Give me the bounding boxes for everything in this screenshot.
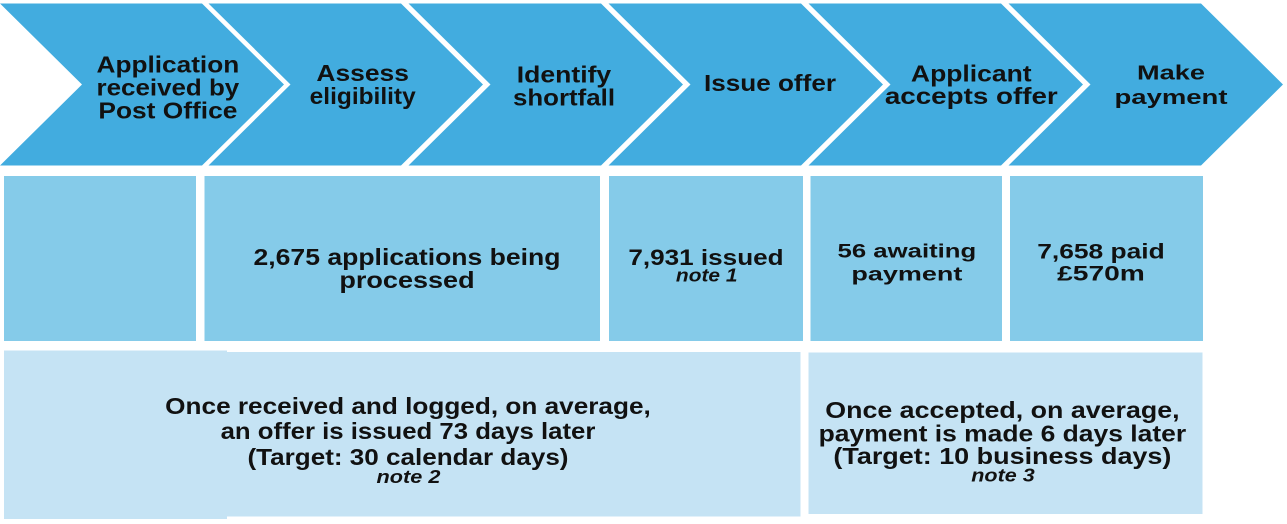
svg-text:note 1: note 1 — [676, 265, 738, 286]
svg-text:Identify: Identify — [517, 62, 612, 88]
svg-text:Once accepted, on average,: Once accepted, on average, — [825, 397, 1179, 423]
svg-text:Applicant: Applicant — [911, 61, 1032, 87]
svg-text:(Target: 10 business days): (Target: 10 business days) — [833, 443, 1171, 469]
svg-text:7,658 paid: 7,658 paid — [1037, 239, 1165, 263]
svg-text:Once received and logged, on a: Once received and logged, on average, — [165, 393, 651, 419]
svg-text:eligibility: eligibility — [310, 83, 416, 109]
svg-text:Assess: Assess — [316, 60, 409, 86]
svg-text:payment is made 6 days later: payment is made 6 days later — [819, 421, 1187, 447]
svg-text:Post Office: Post Office — [98, 98, 237, 124]
svg-text:payment: payment — [851, 264, 963, 286]
svg-text:processed: processed — [339, 267, 474, 293]
svg-text:7,931 issued: 7,931 issued — [628, 245, 783, 270]
svg-text:shortfall: shortfall — [513, 85, 615, 111]
svg-text:note 2: note 2 — [377, 466, 442, 487]
svg-text:56 awaiting: 56 awaiting — [838, 241, 977, 263]
svg-text:Issue offer: Issue offer — [704, 70, 836, 96]
svg-text:accepts offer: accepts offer — [885, 83, 1058, 109]
svg-text:Make: Make — [1137, 62, 1205, 84]
svg-text:payment: payment — [1115, 87, 1228, 109]
svg-text:(Target: 30 calendar days): (Target: 30 calendar days) — [248, 444, 569, 470]
svg-text:note 3: note 3 — [971, 465, 1035, 486]
svg-text:£570m: £570m — [1057, 262, 1145, 286]
svg-text:an offer is issued 73 days lat: an offer is issued 73 days later — [221, 418, 596, 444]
svg-text:Application: Application — [97, 52, 240, 78]
svg-text:2,675 applications being: 2,675 applications being — [254, 244, 561, 270]
svg-text:received by: received by — [97, 75, 240, 101]
